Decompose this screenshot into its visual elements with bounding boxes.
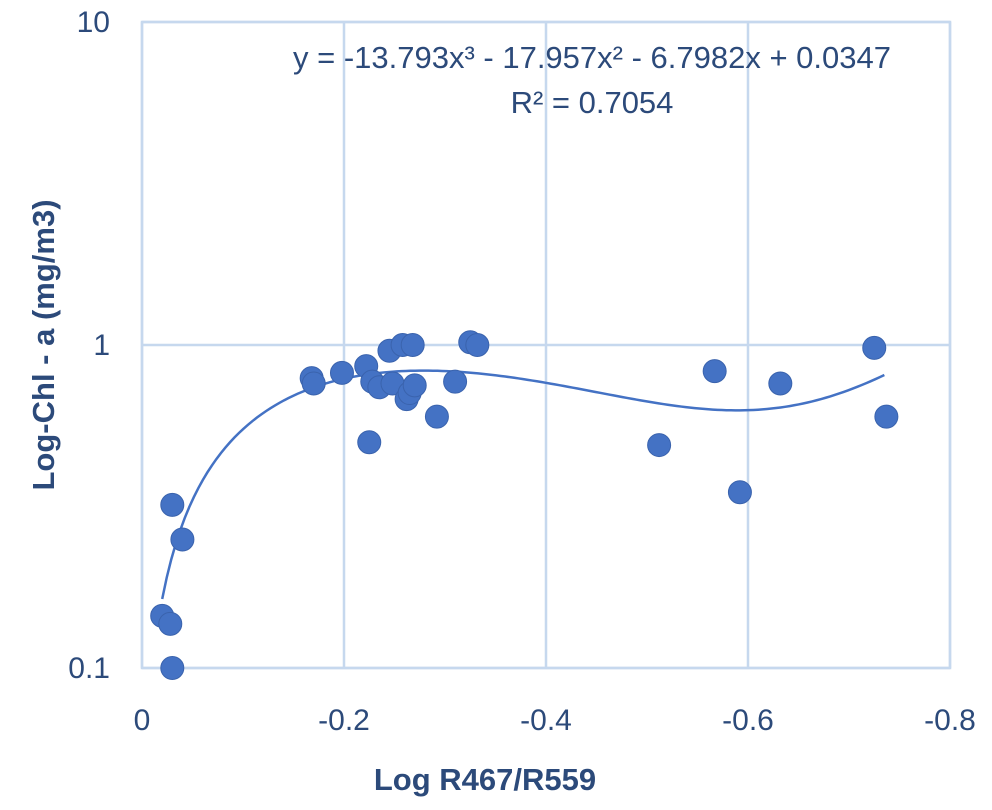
data-point-23	[647, 433, 672, 458]
data-point-6	[301, 371, 326, 396]
data-point-20	[443, 369, 468, 394]
y-tick-label-0: 0.1	[68, 652, 110, 685]
data-point-27	[862, 335, 887, 360]
trend-equation: y = -13.793x³ - 17.957x² - 6.7982x + 0.0…	[293, 40, 891, 75]
data-point-22	[465, 333, 490, 357]
y-axis-title: Log-Chl - a (mg/m3)	[26, 199, 61, 490]
trendline-curve	[160, 369, 885, 600]
x-tick-label-3: -0.6	[722, 704, 774, 737]
x-tick-label-1: -0.2	[318, 704, 370, 737]
data-point-1	[158, 611, 183, 636]
data-point-17	[400, 333, 425, 357]
y-tick-labels: 0.1 1 10	[68, 6, 110, 685]
data-point-4	[170, 527, 195, 552]
trend-r-squared: R² = 0.7054	[511, 85, 674, 120]
x-tick-label-2: -0.4	[520, 704, 572, 737]
data-point-28	[874, 404, 899, 429]
data-points	[150, 330, 899, 680]
data-point-19	[424, 404, 449, 429]
x-tick-labels: 0 -0.2 -0.4 -0.6 -0.8	[134, 704, 976, 737]
x-tick-label-0: 0	[134, 704, 151, 737]
data-point-3	[160, 492, 185, 517]
data-point-24	[702, 359, 727, 384]
x-tick-label-4: -0.8	[924, 704, 976, 737]
data-point-18	[402, 373, 427, 398]
y-tick-label-2: 10	[77, 6, 110, 39]
data-point-25	[727, 480, 752, 505]
data-point-7	[329, 360, 354, 385]
y-tick-label-1: 1	[93, 329, 110, 362]
x-axis-title: Log R467/R559	[374, 762, 596, 797]
trendline	[160, 369, 885, 600]
data-point-2	[160, 656, 185, 680]
plot-frame	[140, 20, 952, 670]
data-point-26	[768, 371, 793, 396]
data-point-9	[357, 430, 382, 455]
